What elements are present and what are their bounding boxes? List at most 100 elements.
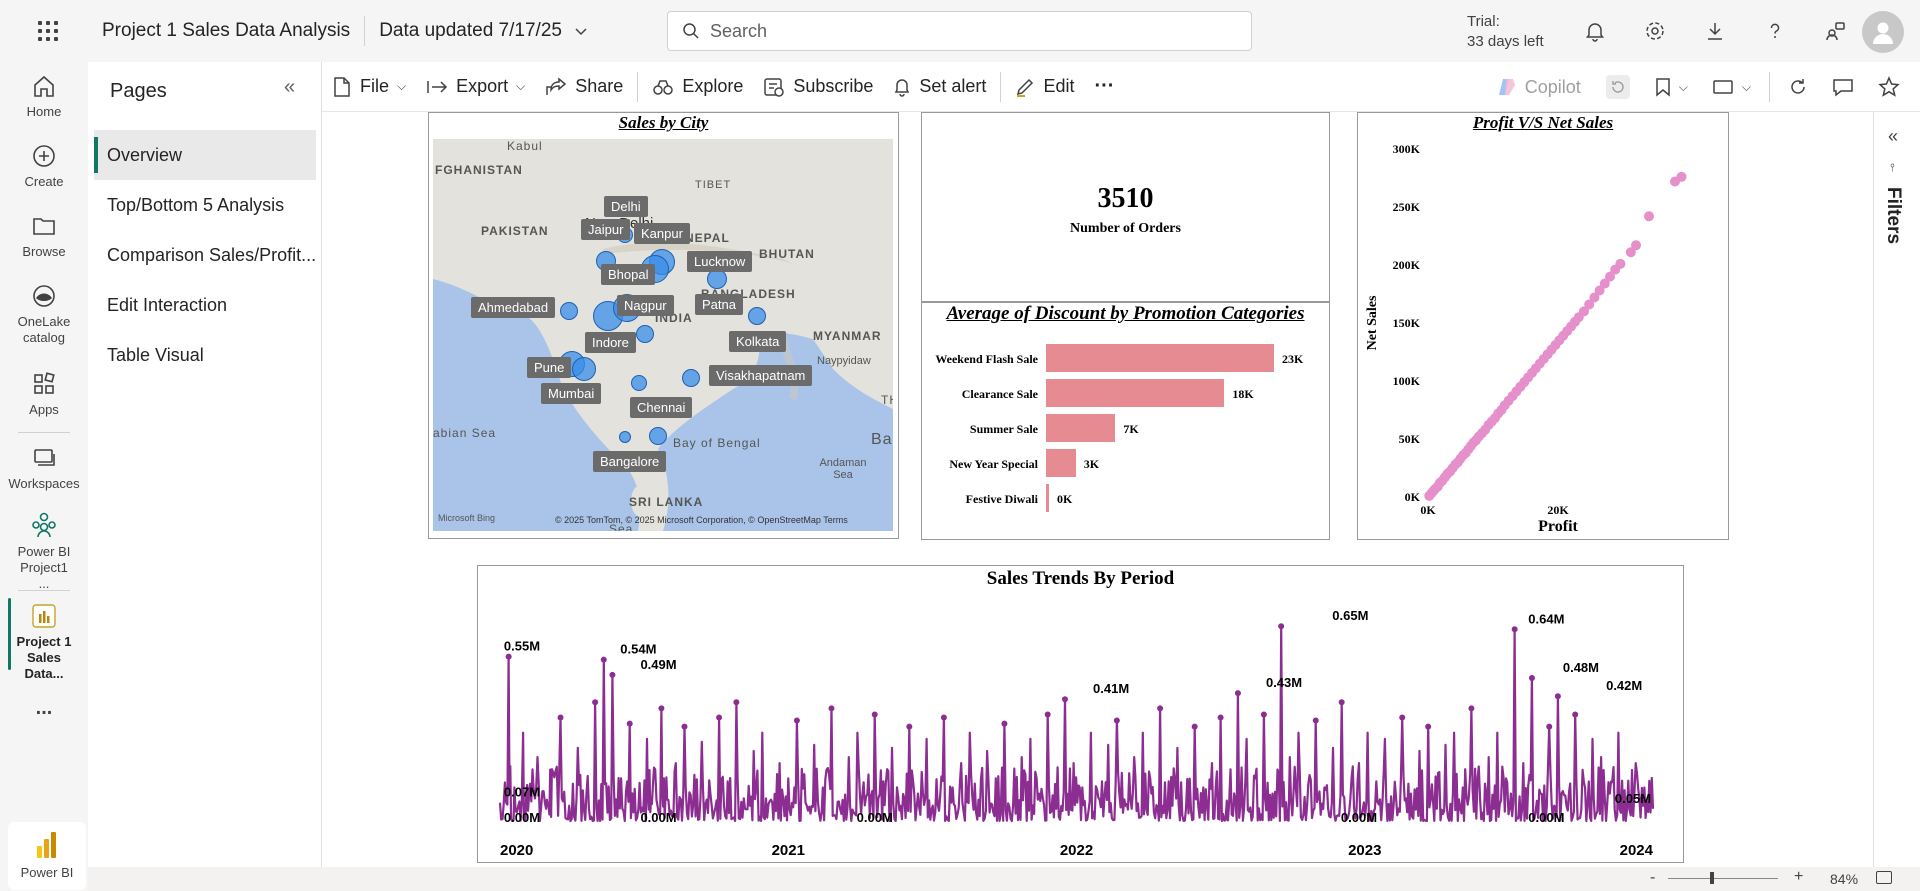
discount-bar-chart[interactable]: Average of Discount by Promotion Categor… (921, 302, 1330, 540)
rail-item-browse[interactable]: Browse (0, 212, 88, 260)
rail-item-onelake[interactable]: OneLake catalog (0, 282, 88, 346)
map-bubble[interactable] (649, 427, 667, 445)
reset-button[interactable] (1595, 62, 1641, 112)
page-item-comparison[interactable]: Comparison Sales/Profit... (107, 244, 316, 265)
powerbi-logo-icon (37, 832, 56, 858)
kpi-card[interactable]: 3510 Number of Orders (921, 112, 1330, 302)
view-button[interactable]: ⌵ (1702, 62, 1761, 112)
rail-label: Home (26, 104, 62, 119)
scatter-title: Profit V/S Net Sales (1472, 113, 1614, 132)
sales-trend-chart[interactable]: Sales Trends By Period 2020 2021 2022 2023 2… (477, 565, 1684, 863)
trend-point (681, 723, 688, 730)
rail-item-create[interactable]: Create (0, 142, 88, 190)
bookmark-button[interactable]: ⌵ (1645, 62, 1698, 112)
rail-item-powerbi-workspace[interactable]: Power BI Project1 ... (0, 510, 88, 592)
collapse-pages-icon[interactable]: « (284, 76, 296, 98)
map-bubble[interactable] (619, 431, 631, 443)
zoom-out-button[interactable]: - (1650, 869, 1656, 886)
more-options-button[interactable]: ··· (1094, 75, 1115, 97)
trend-point (1399, 714, 1406, 721)
map-attribution[interactable]: © 2025 TomTom, © 2025 Microsoft Corporat… (555, 515, 848, 525)
map-background (433, 139, 893, 531)
map-bubble[interactable] (560, 302, 578, 320)
rail-label: Apps (29, 402, 59, 417)
trial-line-1: Trial: (1467, 13, 1500, 30)
zoom-level[interactable]: 84% (1830, 871, 1859, 887)
refresh-button[interactable] (1778, 62, 1818, 112)
feedback-icon[interactable] (1805, 20, 1865, 42)
zoom-slider[interactable] (1668, 878, 1778, 879)
subscribe-button[interactable]: Subscribe (753, 62, 883, 112)
rail-item-home[interactable]: Home (0, 72, 88, 120)
expand-filters-icon[interactable]: « (1888, 126, 1899, 146)
avatar[interactable] (1862, 11, 1904, 53)
scatter-point (1589, 292, 1600, 303)
scatter-point (1625, 247, 1636, 258)
rail-item-workspaces[interactable]: Workspaces (0, 444, 88, 492)
workspaces-icon (34, 449, 55, 466)
notifications-icon[interactable] (1565, 20, 1625, 42)
explore-button[interactable]: Explore (642, 62, 753, 112)
bar[interactable] (1046, 414, 1116, 442)
edit-button[interactable]: Edit (1005, 62, 1084, 112)
rail-item-apps[interactable]: Apps (0, 370, 88, 418)
page-item-overview[interactable]: Overview (94, 130, 316, 180)
city-label-nagpur: Nagpur (617, 295, 674, 316)
map-bubble[interactable] (707, 269, 727, 289)
map-bubble[interactable] (748, 307, 766, 325)
trend-data-label: 0.55M (504, 639, 540, 654)
bar[interactable] (1046, 449, 1076, 477)
geo-label: TIBET (695, 179, 732, 191)
settings-icon[interactable] (1625, 20, 1685, 42)
filters-pane[interactable]: « ⫯ Filters (1873, 112, 1920, 867)
geo-label: NEPAL (685, 231, 730, 245)
map-bubble[interactable] (636, 325, 654, 343)
data-updated-label: Data updated 7/17/25 (379, 20, 562, 41)
city-label-pune: Pune (527, 357, 572, 378)
page-item-table-visual[interactable]: Table Visual (107, 344, 204, 365)
rail-item-report[interactable]: Project 1 Sales Data... (0, 602, 88, 682)
map-bubble[interactable] (631, 375, 647, 391)
map-area[interactable]: Kabul FGHANISTAN PAKISTAN TIBET NEPAL BH… (433, 139, 893, 531)
page-item-edit-interaction[interactable]: Edit Interaction (107, 294, 228, 315)
comment-button[interactable] (1822, 62, 1864, 112)
search-input[interactable]: Search (667, 11, 1252, 51)
zoom-thumb[interactable] (1710, 872, 1714, 884)
zoom-in-button[interactable]: + (1794, 868, 1804, 885)
map-bubble[interactable] (572, 357, 596, 381)
app-launcher-icon[interactable] (24, 0, 72, 62)
copilot-button[interactable]: Copilot (1487, 62, 1591, 112)
trend-data-label: 0.00M (640, 810, 676, 825)
bar[interactable] (1046, 484, 1049, 512)
file-menu-button[interactable]: File ⌵ (322, 62, 416, 112)
page-item-top-bottom[interactable]: Top/Bottom 5 Analysis (107, 194, 285, 215)
export-label: Export (456, 76, 509, 96)
map-bubble[interactable] (682, 369, 700, 387)
toolbar-divider (1769, 72, 1770, 102)
help-icon[interactable] (1745, 20, 1805, 42)
fit-to-page-icon[interactable] (1876, 871, 1892, 884)
trial-status[interactable]: Trial: 33 days left (1467, 12, 1544, 52)
map-title: Sales by City (618, 113, 709, 132)
trend-point (1554, 693, 1561, 700)
city-label-indore: Indore (585, 332, 636, 353)
rail-label: Power BI Project1 ... (17, 544, 71, 591)
bar-category-label: Festive Diwali (965, 492, 1038, 506)
set-alert-button[interactable]: Set alert (883, 62, 996, 112)
bar[interactable] (1046, 344, 1274, 372)
share-button[interactable]: Share (535, 62, 633, 112)
report-title[interactable]: Project 1 Sales Data Analysis (102, 20, 351, 41)
bar[interactable] (1046, 379, 1225, 407)
profit-scatter-chart[interactable]: Profit V/S Net Sales 0K 50K 100K 150K 200K 25… (1357, 112, 1729, 540)
geo-label: MYANMAR (813, 329, 882, 343)
copilot-icon (1498, 79, 1515, 95)
download-icon[interactable] (1685, 20, 1745, 42)
data-updated-dropdown[interactable]: Data updated 7/17/25 (379, 20, 588, 42)
discount-title: Average of Discount by Promotion Categor… (946, 303, 1305, 324)
export-menu-button[interactable]: Export ⌵ (416, 62, 535, 112)
powerbi-switcher[interactable]: Power BI (8, 822, 86, 890)
rail-more-button[interactable]: ... (35, 697, 53, 719)
favorite-button[interactable] (1868, 62, 1910, 112)
trend-point (1001, 720, 1008, 727)
trend-point (1113, 717, 1120, 724)
